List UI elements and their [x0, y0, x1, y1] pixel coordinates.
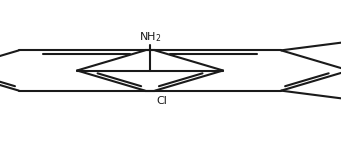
Text: Cl: Cl — [157, 96, 167, 106]
Text: NH$_2$: NH$_2$ — [139, 30, 161, 44]
